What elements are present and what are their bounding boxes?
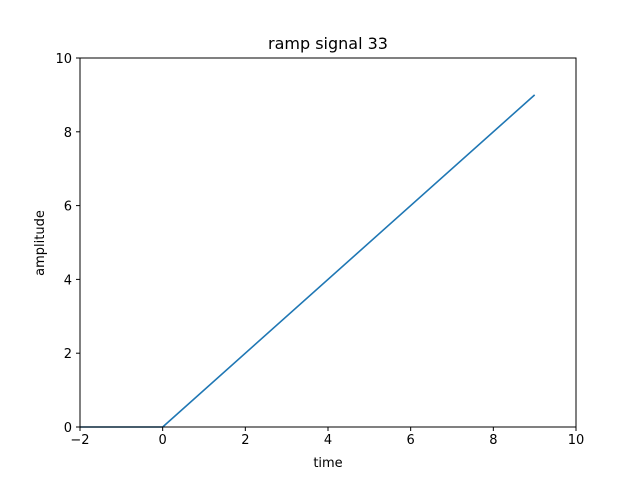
y-tick-label: 0 bbox=[64, 421, 72, 436]
x-tick-label: −2 bbox=[70, 433, 89, 448]
x-tick-label: 8 bbox=[489, 433, 497, 448]
y-axis-label: amplitude bbox=[33, 210, 48, 276]
x-tick-label: 2 bbox=[241, 433, 249, 448]
y-tick-label: 2 bbox=[64, 347, 72, 362]
x-tick-label: 4 bbox=[324, 433, 332, 448]
x-tick-label: 10 bbox=[568, 433, 585, 448]
x-tick-label: 6 bbox=[407, 433, 415, 448]
axes-frame bbox=[79, 57, 577, 428]
chart-title: ramp signal 33 bbox=[268, 34, 388, 53]
x-axis-label: time bbox=[313, 456, 342, 471]
y-tick-label: 6 bbox=[64, 200, 72, 215]
y-tick-label: 8 bbox=[64, 126, 72, 141]
y-tick-label: 4 bbox=[64, 273, 72, 288]
y-tick-label: 10 bbox=[55, 52, 72, 67]
x-tick-label: 0 bbox=[159, 433, 167, 448]
